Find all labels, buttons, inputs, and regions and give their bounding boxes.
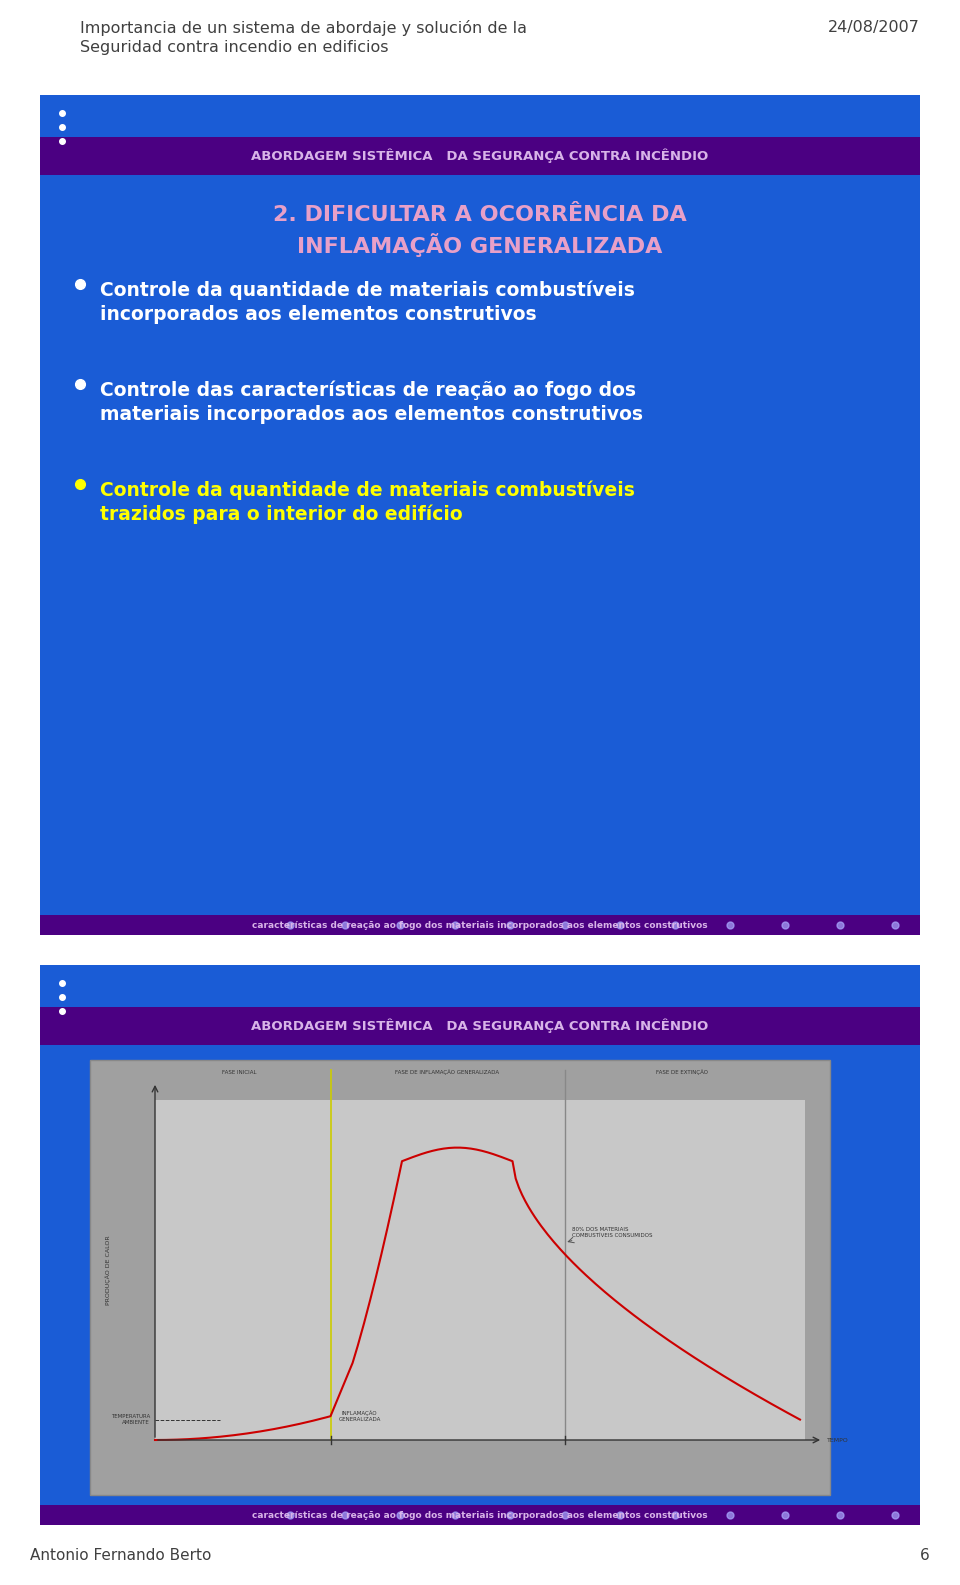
FancyBboxPatch shape xyxy=(40,965,920,1525)
FancyBboxPatch shape xyxy=(90,1060,830,1495)
Text: INFLAMAÇÃO
GENERALIZADA: INFLAMAÇÃO GENERALIZADA xyxy=(339,1411,381,1422)
Text: Importancia de un sistema de abordaje y solución de la: Importancia de un sistema de abordaje y … xyxy=(80,21,527,36)
Text: Controle das características de reação ao fogo dos
materiais incorporados aos el: Controle das características de reação a… xyxy=(100,380,643,423)
Text: FASE DE EXTINÇÃO: FASE DE EXTINÇÃO xyxy=(656,1070,708,1075)
Text: FASE DE INFLAMAÇÃO GENERALIZADA: FASE DE INFLAMAÇÃO GENERALIZADA xyxy=(396,1070,499,1075)
Text: 2. DIFICULTAR A OCORRÊNCIA DA: 2. DIFICULTAR A OCORRÊNCIA DA xyxy=(274,204,686,225)
Text: TEMPERATURA
AMBIENTE: TEMPERATURA AMBIENTE xyxy=(110,1414,150,1425)
FancyBboxPatch shape xyxy=(40,1506,920,1525)
Text: INFLAMAÇÃO GENERALIZADA: INFLAMAÇÃO GENERALIZADA xyxy=(298,233,662,257)
FancyBboxPatch shape xyxy=(40,95,920,935)
Text: FASE INICIAL: FASE INICIAL xyxy=(223,1070,256,1075)
FancyBboxPatch shape xyxy=(40,1006,920,1045)
FancyBboxPatch shape xyxy=(155,1100,805,1441)
Text: PRODUÇÃO DE CALOR: PRODUÇÃO DE CALOR xyxy=(106,1235,110,1304)
Text: 6: 6 xyxy=(921,1549,930,1563)
Text: 24/08/2007: 24/08/2007 xyxy=(828,21,920,35)
Text: ABORDAGEM SISTÊMICA   DA SEGURANÇA CONTRA INCÊNDIO: ABORDAGEM SISTÊMICA DA SEGURANÇA CONTRA … xyxy=(252,149,708,163)
Text: 80% DOS MATERIAIS
COMBUSTÍVEIS CONSUMIDOS: 80% DOS MATERIAIS COMBUSTÍVEIS CONSUMIDO… xyxy=(572,1227,653,1238)
Text: Controle da quantidade de materiais combustíveis
trazidos para o interior do edi: Controle da quantidade de materiais comb… xyxy=(100,480,635,525)
FancyBboxPatch shape xyxy=(40,915,920,935)
Text: Antonio Fernando Berto: Antonio Fernando Berto xyxy=(30,1549,211,1563)
Text: ABORDAGEM SISTÊMICA   DA SEGURANÇA CONTRA INCÊNDIO: ABORDAGEM SISTÊMICA DA SEGURANÇA CONTRA … xyxy=(252,1019,708,1033)
FancyBboxPatch shape xyxy=(40,136,920,174)
Text: Seguridad contra incendio en edificios: Seguridad contra incendio en edificios xyxy=(80,40,389,55)
Text: características de reação ao fogo dos materiais incorporados aos elementos const: características de reação ao fogo dos ma… xyxy=(252,1511,708,1520)
Text: TEMPO: TEMPO xyxy=(827,1438,849,1442)
Text: características de reação ao fogo dos materiais incorporados aos elementos const: características de reação ao fogo dos ma… xyxy=(252,921,708,929)
Text: Controle da quantidade de materiais combustíveis
incorporados aos elementos cons: Controle da quantidade de materiais comb… xyxy=(100,281,635,323)
